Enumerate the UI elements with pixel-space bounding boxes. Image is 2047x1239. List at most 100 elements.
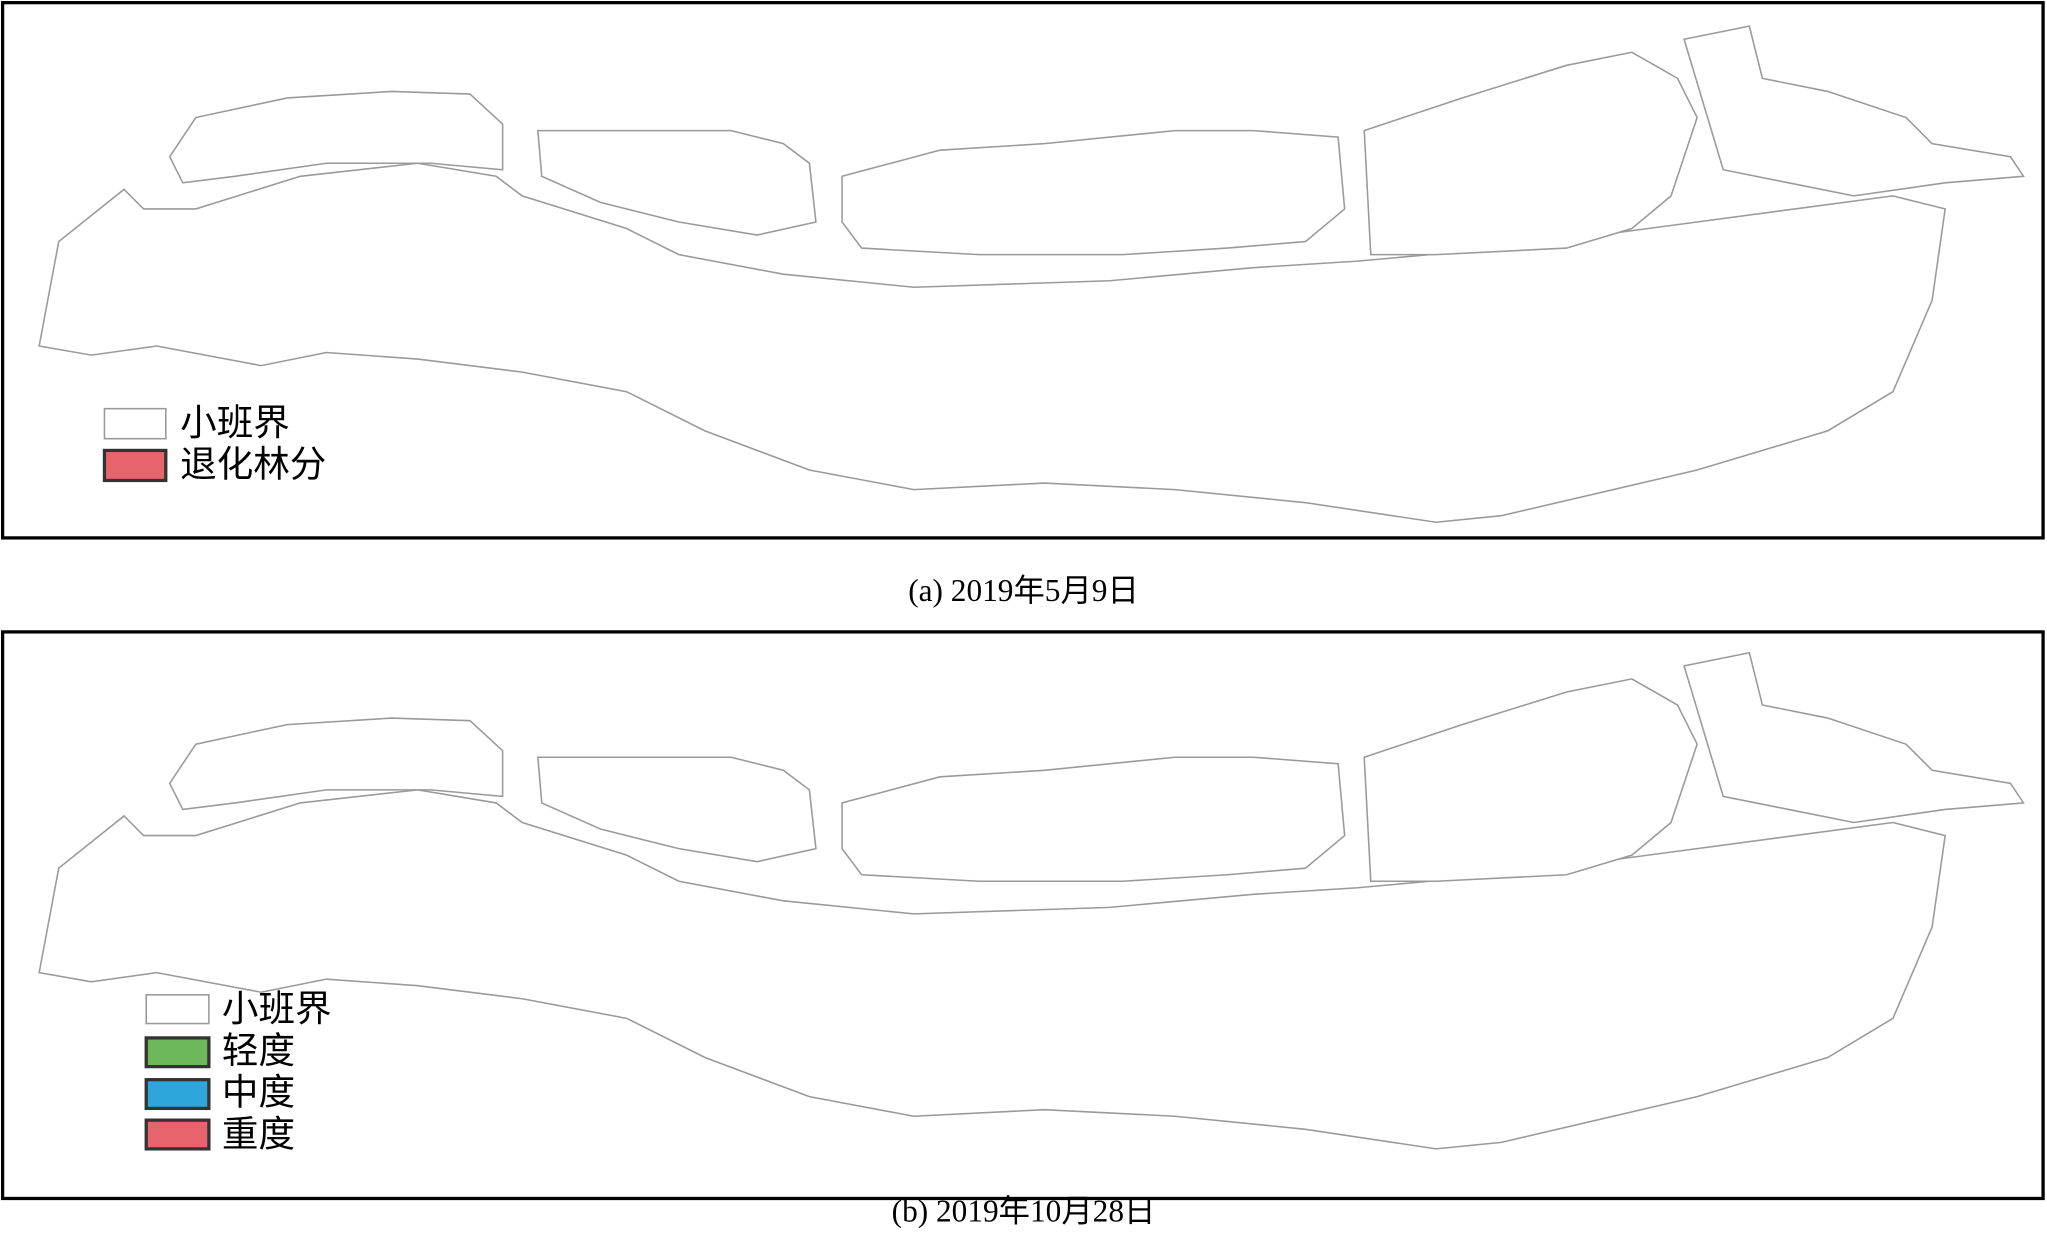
boundary-line: [779, 722, 818, 769]
legend-label: 小班界: [180, 401, 290, 444]
boundary-line: [541, 1055, 605, 1091]
legend-swatch: [144, 1118, 211, 1151]
boundary-line: [298, 367, 365, 453]
boundary-line: [1941, 75, 2024, 131]
boundary-line: [404, 1007, 451, 1069]
boundary-line: [104, 83, 146, 113]
caption: (b) 2019年10月28日: [892, 1193, 1156, 1228]
boundary-line: [1951, 678, 1991, 704]
boundary-line: [140, 758, 168, 787]
boundary-line: [1092, 712, 1114, 732]
boundary-line: [61, 1089, 96, 1146]
boundary-line: [1252, 652, 1298, 656]
boundary-line: [1525, 652, 1582, 697]
boundary-line: [1092, 85, 1114, 105]
caption: (a) 2019年5月9日: [908, 573, 1139, 608]
boundary-line: [1943, 429, 2011, 475]
boundary-line: [1943, 1056, 2011, 1102]
boundary-line: [925, 60, 987, 109]
boundary-line: [1948, 1013, 1995, 1051]
boundary-line: [1961, 306, 1997, 339]
boundary-line: [1252, 26, 1298, 30]
boundary-line: [574, 652, 627, 674]
boundary-line: [1753, 652, 1835, 702]
boundary-line: [79, 78, 135, 139]
boundary-line: [1951, 51, 1991, 77]
boundary-line: [845, 686, 867, 730]
legend-label: 中度: [222, 1071, 295, 1114]
boundary-line: [1288, 43, 1388, 102]
boundary-line: [740, 708, 770, 720]
boundary-line: [798, 671, 842, 759]
boundary-line: [574, 26, 627, 48]
boundary-line: [1989, 803, 2024, 890]
boundary-line: [1941, 702, 2024, 758]
boundary-line: [113, 692, 188, 769]
boundary-line: [127, 47, 204, 118]
boundary-line: [1910, 324, 1985, 378]
boundary-line: [1288, 669, 1388, 729]
boundary-line: [748, 26, 805, 66]
boundary-line: [856, 26, 889, 66]
boundary-line: [1905, 1083, 1932, 1121]
boundary-line: [1753, 26, 1835, 76]
boundary-line: [1947, 351, 1980, 380]
boundary-line: [142, 26, 169, 28]
boundary-line: [1910, 951, 1985, 1004]
boundary-line: [377, 26, 421, 66]
boundary-line: [377, 652, 421, 692]
boundary-line: [1644, 26, 1681, 27]
boundary-line: [215, 681, 255, 709]
boundary-line: [811, 652, 876, 660]
legend-label: 小班界: [222, 987, 332, 1030]
boundary-line: [1904, 681, 1961, 706]
boundary-line: [1959, 417, 2024, 467]
boundary-line: [47, 28, 89, 54]
boundary-line: [142, 652, 169, 655]
boundary-line: [779, 95, 818, 143]
boundary-line: [671, 26, 734, 89]
boundary-line: [1193, 1124, 1278, 1149]
legend-swatch: [103, 407, 167, 440]
boundary-line: [98, 66, 175, 90]
map-outline: [38, 652, 2025, 1150]
legend-swatch: [144, 1078, 211, 1111]
boundary-line: [148, 372, 171, 401]
legend-label: 重度: [222, 1112, 295, 1155]
boundary-line: [1293, 68, 1321, 99]
boundary-line: [615, 519, 669, 523]
boundary-line: [1352, 673, 1374, 694]
boundary-line: [113, 65, 188, 142]
boundary-line: [1961, 932, 1997, 966]
boundary-line: [39, 1109, 124, 1149]
boundary-line: [1325, 226, 1367, 262]
legend-swatch: [145, 994, 210, 1025]
boundary-line: [1748, 1117, 1808, 1146]
boundary-line: [798, 44, 842, 132]
legend-label: 退化林分: [180, 443, 326, 486]
boundary-line: [112, 719, 146, 730]
boundary-line: [671, 652, 734, 715]
boundary-line: [362, 1028, 417, 1073]
boundary-line: [1694, 189, 1749, 219]
boundary-line: [1965, 701, 1993, 730]
boundary-line: [404, 380, 451, 443]
boundary-line: [1872, 26, 1901, 39]
boundary-line: [215, 54, 255, 83]
boundary-line: [1325, 853, 1367, 888]
boundary-line: [740, 82, 770, 94]
boundary-line: [1193, 497, 1278, 523]
boundary-line: [1209, 718, 1250, 742]
boundary-line: [79, 704, 135, 766]
boundary-line: [1989, 177, 2024, 263]
boundary-line: [98, 692, 175, 716]
boundary-line: [1904, 54, 1961, 79]
boundary-line: [1959, 1043, 2024, 1093]
boundary-line: [811, 26, 876, 33]
panel-frame: [0, 630, 2045, 1201]
panel-frame: [0, 1, 2045, 540]
legend-swatch: [144, 1036, 211, 1069]
boundary-line: [906, 62, 980, 126]
